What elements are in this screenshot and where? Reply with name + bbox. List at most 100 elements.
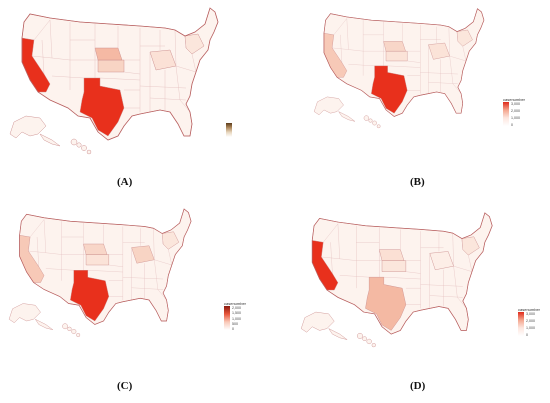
state-border <box>348 64 375 67</box>
state-border <box>330 242 333 274</box>
state-region-hawaii <box>70 138 78 146</box>
state-border <box>428 82 458 84</box>
state-border <box>41 39 45 75</box>
panel-label-b: (B) <box>410 176 425 188</box>
state-region-alaska-islands <box>34 318 53 330</box>
state-border <box>339 258 357 261</box>
state-region-hawaii <box>368 118 373 123</box>
state-border <box>448 26 450 57</box>
state-region-kansas <box>385 50 408 62</box>
state-border <box>420 72 458 75</box>
legend-tick-label: 3,000 <box>511 102 520 106</box>
state-border <box>149 97 187 101</box>
state-region-alaska <box>300 311 335 333</box>
legend-tick-label: 0 <box>232 327 234 331</box>
state-border <box>333 18 347 35</box>
state-border <box>153 228 155 260</box>
state-region-alaska <box>8 303 41 324</box>
map-panel-c <box>0 202 215 342</box>
state-region-texas <box>70 270 110 322</box>
state-border <box>29 219 45 238</box>
us-choropleth-map-c <box>8 208 192 337</box>
state-region-alaska-islands <box>338 111 356 122</box>
state-region-nebraska <box>83 243 108 255</box>
state-border <box>87 270 123 273</box>
state-region-nebraska <box>94 47 123 61</box>
us-choropleth-map-a <box>9 7 219 155</box>
state-border <box>453 265 473 272</box>
state-border <box>28 250 46 253</box>
state-border <box>456 31 458 42</box>
legend-color-bar <box>518 312 524 336</box>
country-outline <box>21 7 219 141</box>
state-border <box>33 19 51 41</box>
state-border <box>123 71 141 75</box>
legend-color-bar <box>224 306 230 330</box>
state-region-kansas <box>85 254 110 266</box>
state-border <box>175 65 181 101</box>
state-region-mainland <box>323 8 485 117</box>
state-border <box>420 284 463 287</box>
state-region-alaska-islands <box>39 133 61 147</box>
legend-tick-label: 2,000 <box>232 306 241 310</box>
state-region-hawaii <box>376 124 381 129</box>
state-border <box>43 219 46 253</box>
us-choropleth-map-d <box>300 212 493 348</box>
state-border <box>462 46 467 62</box>
state-border <box>191 53 197 73</box>
state-border <box>321 256 340 259</box>
country-outline <box>323 8 485 117</box>
state-region-hawaii <box>366 338 372 345</box>
state-border <box>36 236 39 267</box>
state-border <box>162 233 164 245</box>
legend-tick-label: 0 <box>526 333 528 337</box>
state-region-hawaii <box>371 343 376 348</box>
state-region-texas <box>371 65 408 114</box>
legend-tick-label: 0 <box>511 123 513 127</box>
state-border <box>468 255 473 272</box>
state-region-nebraska <box>383 41 406 52</box>
state-border <box>51 57 71 61</box>
map-panel-b <box>306 0 506 135</box>
legend-title: casenumber <box>224 301 247 306</box>
state-border <box>449 56 454 84</box>
legend-tick-label: 1,000 <box>232 316 241 321</box>
state-region-hawaii <box>356 332 363 339</box>
state-border <box>184 35 187 49</box>
legend-c: casenumber 2,000 1,500 1,000 500 0 <box>224 301 247 331</box>
state-region-alaska <box>9 115 47 139</box>
state-border <box>49 19 53 59</box>
state-border <box>332 47 349 50</box>
state-border <box>461 238 463 250</box>
legend-title: casenumber <box>503 97 526 102</box>
state-border <box>323 223 339 243</box>
state-border <box>452 233 454 267</box>
state-border <box>337 223 340 259</box>
state-border <box>407 60 421 63</box>
country-outline <box>311 212 493 335</box>
state-border <box>45 268 74 271</box>
state-region-nebraska <box>378 249 405 261</box>
panel-label-a: (A) <box>117 176 133 188</box>
legend-b: casenumber 3,000 2,000 1,000 0 <box>503 97 526 127</box>
state-region-hawaii <box>372 120 377 126</box>
state-border <box>122 277 164 280</box>
state-region-mainland <box>19 208 192 325</box>
country-outline <box>19 208 192 325</box>
panel-label-d: (D) <box>410 380 426 392</box>
state-region-texas <box>79 77 125 137</box>
legend-d: casenumber 3,000 2,000 1,000 0 <box>518 307 540 337</box>
state-border <box>157 289 167 301</box>
state-region-hawaii <box>71 329 77 334</box>
state-border <box>348 49 364 52</box>
map-panel-a <box>0 0 245 160</box>
state-region-mainland <box>21 7 219 141</box>
legend-tick-label: 1,500 <box>232 311 241 316</box>
state-region-hawaii <box>362 336 367 341</box>
legend-color-bar <box>503 102 509 126</box>
state-region-texas <box>365 276 407 331</box>
state-border <box>154 259 172 266</box>
state-region-hawaii <box>67 326 72 331</box>
state-border <box>387 65 421 68</box>
legend-color-bar <box>226 123 232 137</box>
